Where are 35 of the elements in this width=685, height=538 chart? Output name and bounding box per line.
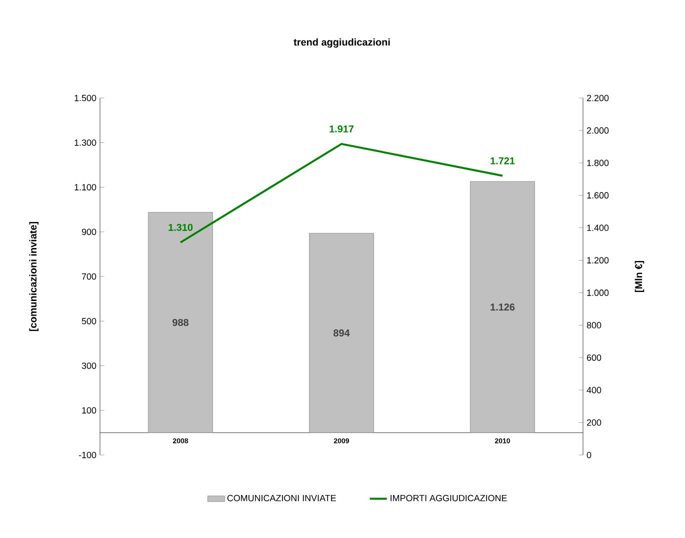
y-tick-label: 1.300 — [74, 139, 96, 146]
y-tick-label: 1.100 — [74, 184, 96, 190]
y2-tick-label: 1.200 — [587, 257, 609, 264]
y-tick-label: -100 — [78, 452, 96, 458]
y2-tick-label: 1.600 — [587, 192, 609, 199]
y2-tick-label: 1.800 — [587, 160, 609, 166]
y-axis-title: [comunicazioni inviate] — [29, 222, 39, 332]
data-label: 1.310 — [168, 224, 193, 231]
chart-title: trend aggiudicazioni — [294, 38, 390, 48]
data-label: 1.721 — [490, 157, 515, 164]
y-tick-label: 100 — [82, 407, 96, 414]
y2-axis-title: [Mln €] — [634, 261, 644, 292]
legend-label: COMUNICAZIONI INVIATE — [227, 494, 336, 502]
data-label: 1.126 — [490, 304, 515, 311]
data-label: 1.917 — [330, 125, 354, 132]
y2-tick-label: 1.400 — [587, 224, 609, 231]
data-label: 988 — [172, 318, 188, 326]
y2-tick-label: 2.200 — [586, 94, 609, 102]
y2-tick-label: 0 — [586, 452, 592, 458]
y2-tick-label: 2.000 — [586, 127, 609, 134]
y2-tick-label: 800 — [586, 322, 602, 328]
legend-label: IMPORTI AGGIUDICAZIONE — [390, 494, 507, 502]
y-tick-label: 1.500 — [74, 94, 96, 102]
bar — [309, 233, 374, 433]
y-tick-label: 900 — [82, 228, 96, 236]
y-tick-label: 500 — [82, 318, 96, 324]
data-label: 894 — [334, 329, 350, 336]
bar — [470, 181, 535, 433]
y2-tick-label: 400 — [586, 386, 602, 394]
bar — [148, 212, 213, 433]
y-tick-label: 700 — [82, 273, 96, 280]
y-tick-label: 300 — [82, 362, 96, 369]
y2-tick-label: 1.000 — [587, 290, 609, 296]
y2-tick-label: 200 — [586, 419, 602, 426]
y2-tick-label: 600 — [586, 354, 602, 361]
